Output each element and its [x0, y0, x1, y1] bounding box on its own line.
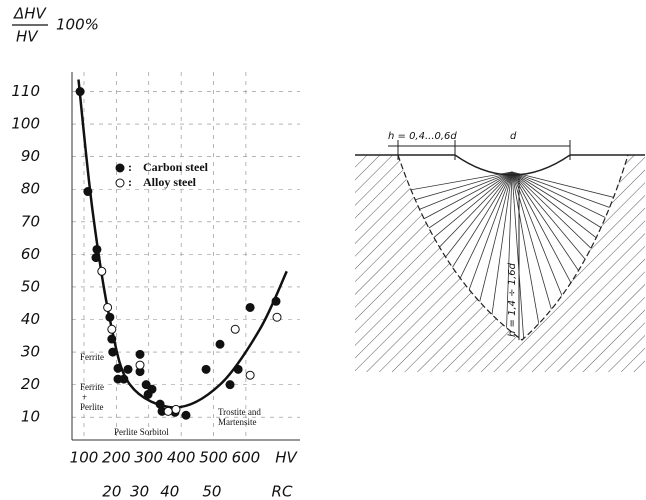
data-point [225, 380, 235, 390]
legend-label: Alloy steel [143, 175, 197, 189]
x-tick-label: 600 [232, 449, 261, 467]
radial-line [398, 171, 513, 340]
radial-line [398, 171, 513, 340]
x2-axis-label: RC [272, 483, 293, 500]
data-point [181, 410, 191, 420]
data-point [91, 253, 101, 263]
data-point [135, 360, 145, 370]
y-label-factor: 100% [56, 16, 99, 34]
legend-dots: : [128, 175, 132, 189]
y-tick-label: 100 [11, 115, 40, 133]
radial-line [511, 171, 628, 340]
y-label-numerator: ΔHV [13, 5, 48, 23]
y-tick-label: 10 [21, 408, 40, 426]
diagram-label: d [510, 131, 517, 142]
x2-tick-label: 40 [160, 483, 179, 500]
annotation: Ferrite [80, 382, 104, 392]
data-point [105, 312, 115, 322]
data-point [107, 334, 117, 344]
data-point [163, 406, 173, 416]
zone-boundary [397, 154, 629, 341]
data-point [75, 87, 85, 97]
y-label-denominator: HV [16, 28, 39, 46]
radial-line [511, 171, 565, 340]
radial-line [398, 171, 513, 225]
data-point [245, 370, 255, 380]
diagram-label: h = 1,4 ÷ 1,6d [507, 262, 518, 337]
data-point [245, 302, 255, 312]
data-point [108, 347, 118, 357]
legend-label: Carbon steel [143, 160, 209, 174]
data-point [201, 364, 211, 374]
y-tick-label: 70 [21, 212, 40, 230]
indentation-diagram: h = 0,4...0,6d d h = 1,4 ÷ 1,6d [355, 131, 645, 372]
x-tick-label: 400 [167, 449, 196, 467]
data-point [135, 349, 145, 359]
data-point [97, 266, 107, 276]
data-point [113, 363, 123, 373]
x-axis-label: HV [275, 449, 298, 467]
data-point [123, 364, 133, 374]
data-point [119, 374, 129, 384]
data-point [83, 187, 93, 197]
radial-line [511, 171, 628, 304]
radial-line [398, 171, 513, 256]
data-point [272, 312, 282, 322]
radial-line [511, 171, 628, 275]
annotation: Ferrite [80, 352, 104, 362]
diagram-label: h = 0,4...0,6d [388, 131, 457, 142]
legend-dots: : [128, 160, 132, 174]
radial-line [511, 171, 628, 332]
annotation: + [82, 392, 87, 402]
x-tick-label: 200 [102, 449, 131, 467]
x-tick-label: 100 [70, 449, 99, 467]
x-tick-label: 500 [199, 449, 228, 467]
data-point [143, 389, 153, 399]
x2-tick-label: 50 [202, 483, 221, 500]
y-tick-label: 40 [21, 310, 40, 328]
y-tick-label: 30 [21, 343, 40, 361]
legend-marker [115, 163, 125, 173]
y-tick-label: 60 [21, 245, 40, 263]
x-tick-label: 300 [134, 449, 163, 467]
x2-tick-label: 20 [102, 483, 121, 500]
radial-line [511, 171, 628, 245]
data-point [103, 302, 113, 312]
data-point [271, 296, 281, 306]
radial-line [398, 171, 513, 314]
data-point [230, 324, 240, 334]
y-tick-label: 110 [11, 82, 40, 100]
y-tick-label: 50 [21, 277, 40, 295]
data-point [233, 364, 243, 374]
data-point [92, 244, 102, 254]
annotation: Martensite [218, 417, 257, 427]
fit-curve [77, 79, 288, 409]
data-point [141, 380, 151, 390]
data-point [107, 324, 117, 334]
y-tick-label: 80 [21, 180, 40, 198]
y-tick-label: 20 [21, 375, 40, 393]
annotation: Perlite Sorbitol [114, 427, 169, 437]
x2-tick-label: 30 [130, 483, 149, 500]
radial-line [511, 171, 534, 340]
data-point [171, 404, 181, 414]
radial-line [501, 171, 513, 340]
annotation: Perlite [80, 402, 104, 412]
y-tick-label: 90 [21, 147, 40, 165]
surface [355, 154, 645, 176]
legend-marker [115, 178, 125, 188]
deformed-zone [398, 155, 628, 340]
annotation: Trostite and [218, 407, 261, 417]
data-point [215, 339, 225, 349]
radial-line [398, 171, 513, 285]
